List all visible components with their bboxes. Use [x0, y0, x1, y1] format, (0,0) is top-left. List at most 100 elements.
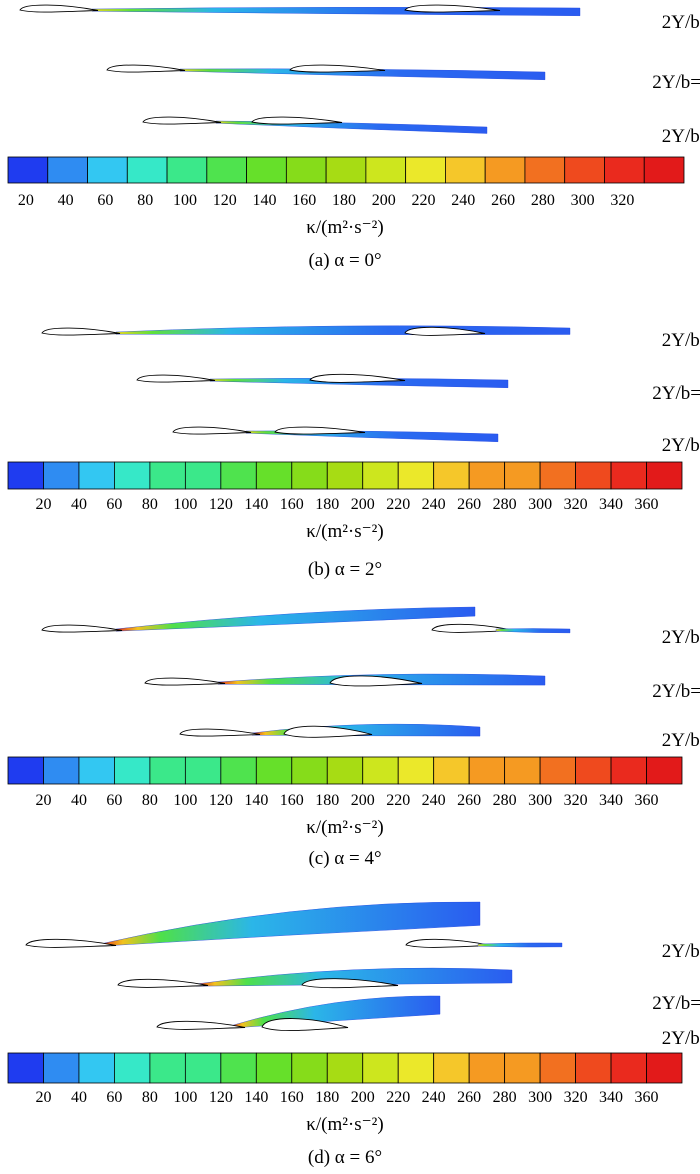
- colorbar-tick-label: 260: [491, 192, 515, 209]
- colorbar-cell: [291, 1052, 328, 1084]
- colorbar-tick-label: 260: [457, 792, 481, 809]
- colorbar-tick-label: 200: [351, 1089, 375, 1106]
- colorbar-cell: [47, 156, 88, 184]
- colorbar-tick-label: 240: [422, 1089, 446, 1106]
- colorbar-axis-label: κ/(m²·s⁻²): [306, 521, 383, 542]
- colorbar-cell: [255, 461, 293, 490]
- flap-element-airfoil: [274, 426, 366, 435]
- colorbar-tick-label: 120: [209, 1089, 233, 1106]
- colorbar-cell: [326, 461, 364, 490]
- colorbar-tick-label: 160: [280, 792, 304, 809]
- colorbar-tick-label: 80: [137, 192, 153, 209]
- colorbar-cell: [405, 156, 446, 184]
- colorbar-tick-label: 280: [493, 1089, 517, 1106]
- station-label: 2Y/b=0.717: [652, 383, 700, 404]
- main-element-airfoil: [41, 327, 121, 336]
- colorbar-tick-label: 40: [71, 792, 87, 809]
- colorbar-tick-label: 320: [564, 496, 588, 513]
- colorbar-cell: [43, 1052, 80, 1084]
- colorbar-tick-label: 160: [280, 1089, 304, 1106]
- station-row: [41, 606, 571, 634]
- colorbar-cell: [220, 1052, 257, 1084]
- colorbar-tick-label: 100: [173, 1089, 197, 1106]
- colorbar-tick-label: 80: [142, 496, 158, 513]
- colorbar-tick-label: 180: [315, 496, 339, 513]
- colorbar-cell: [220, 461, 257, 490]
- colorbar-cell: [575, 756, 612, 785]
- station-label: 2Y/b=0.717: [652, 993, 700, 1014]
- colorbar-tick-label: 200: [372, 192, 396, 209]
- main-element-airfoil: [117, 978, 209, 988]
- station-label: 2Y/b=0.717: [652, 681, 700, 702]
- colorbar-cell: [166, 156, 208, 184]
- colorbar-tick-label: 260: [457, 496, 481, 513]
- station-row: [19, 4, 581, 17]
- colorbar: [7, 756, 683, 785]
- station-label: 2Y/b=0.5: [662, 627, 700, 648]
- colorbar-tick-label: 100: [173, 792, 197, 809]
- colorbar-cell: [149, 461, 186, 490]
- main-element-airfoil: [25, 938, 117, 948]
- main-element-airfoil: [172, 426, 252, 435]
- main-element-airfoil: [144, 677, 226, 686]
- main-element-airfoil: [179, 728, 261, 737]
- colorbar-cell: [7, 156, 49, 184]
- colorbar-tick-label: 100: [173, 192, 197, 209]
- main-element-airfoil: [156, 1020, 246, 1030]
- flap-element-airfoil: [329, 675, 423, 687]
- colorbar-cell: [610, 461, 647, 490]
- colorbar: [7, 461, 683, 490]
- colorbar-cell: [575, 1052, 612, 1084]
- colorbar-cell: [575, 461, 612, 490]
- colorbar-tick-label: 60: [106, 496, 122, 513]
- colorbar-tick-label: 180: [332, 192, 356, 209]
- station-row: [144, 673, 546, 687]
- wake-band: [99, 901, 481, 947]
- flap-element-airfoil: [283, 725, 373, 738]
- flap-wake-band: [495, 628, 571, 634]
- flap-element-airfoil: [404, 4, 501, 13]
- colorbar-tick-label: 140: [252, 192, 276, 209]
- flap-element-airfoil: [261, 1018, 349, 1032]
- colorbar-tick-label: 300: [528, 1089, 552, 1106]
- main-element-airfoil: [19, 4, 99, 13]
- station-row: [172, 426, 499, 443]
- colorbar-cell: [220, 756, 257, 785]
- colorbar-tick-label: 240: [422, 496, 446, 513]
- wake-band: [229, 995, 441, 1029]
- colorbar-tick-label: 20: [18, 192, 34, 209]
- flap-element-airfoil: [251, 116, 343, 125]
- panel-c: [7, 606, 683, 785]
- station-label: 2Y/b=0.5: [662, 941, 700, 962]
- colorbar-tick-label: 280: [531, 192, 555, 209]
- colorbar-cell: [524, 156, 566, 184]
- station-row: [156, 995, 441, 1032]
- colorbar-cell: [78, 1052, 115, 1084]
- colorbar-tick-label: 180: [315, 792, 339, 809]
- colorbar-cell: [285, 156, 327, 184]
- panel-b: [7, 325, 683, 490]
- colorbar-cell: [433, 1052, 470, 1084]
- colorbar-cell: [149, 1052, 186, 1084]
- wake-band: [209, 378, 509, 389]
- colorbar-tick-label: 320: [610, 192, 634, 209]
- station-row: [41, 325, 571, 336]
- colorbar-cell: [365, 156, 407, 184]
- colorbar-cell: [362, 461, 399, 490]
- station-row: [25, 901, 563, 948]
- colorbar-cell: [255, 756, 293, 785]
- colorbar-tick-label: 40: [71, 1089, 87, 1106]
- colorbar-cell: [78, 756, 115, 785]
- colorbar-tick-label: 200: [351, 496, 375, 513]
- colorbar-cell: [468, 1052, 506, 1084]
- colorbar-cell: [646, 461, 683, 490]
- panel-a: [7, 4, 685, 184]
- colorbar-tick-label: 80: [142, 792, 158, 809]
- station-label: 2Y/b=0.8: [662, 730, 700, 751]
- colorbar-cell: [291, 756, 328, 785]
- colorbar-cell: [646, 1052, 683, 1084]
- colorbar-tick-label: 120: [209, 792, 233, 809]
- station-label: 2Y/b=0.5: [662, 12, 700, 33]
- colorbar-tick-label: 360: [635, 1089, 659, 1106]
